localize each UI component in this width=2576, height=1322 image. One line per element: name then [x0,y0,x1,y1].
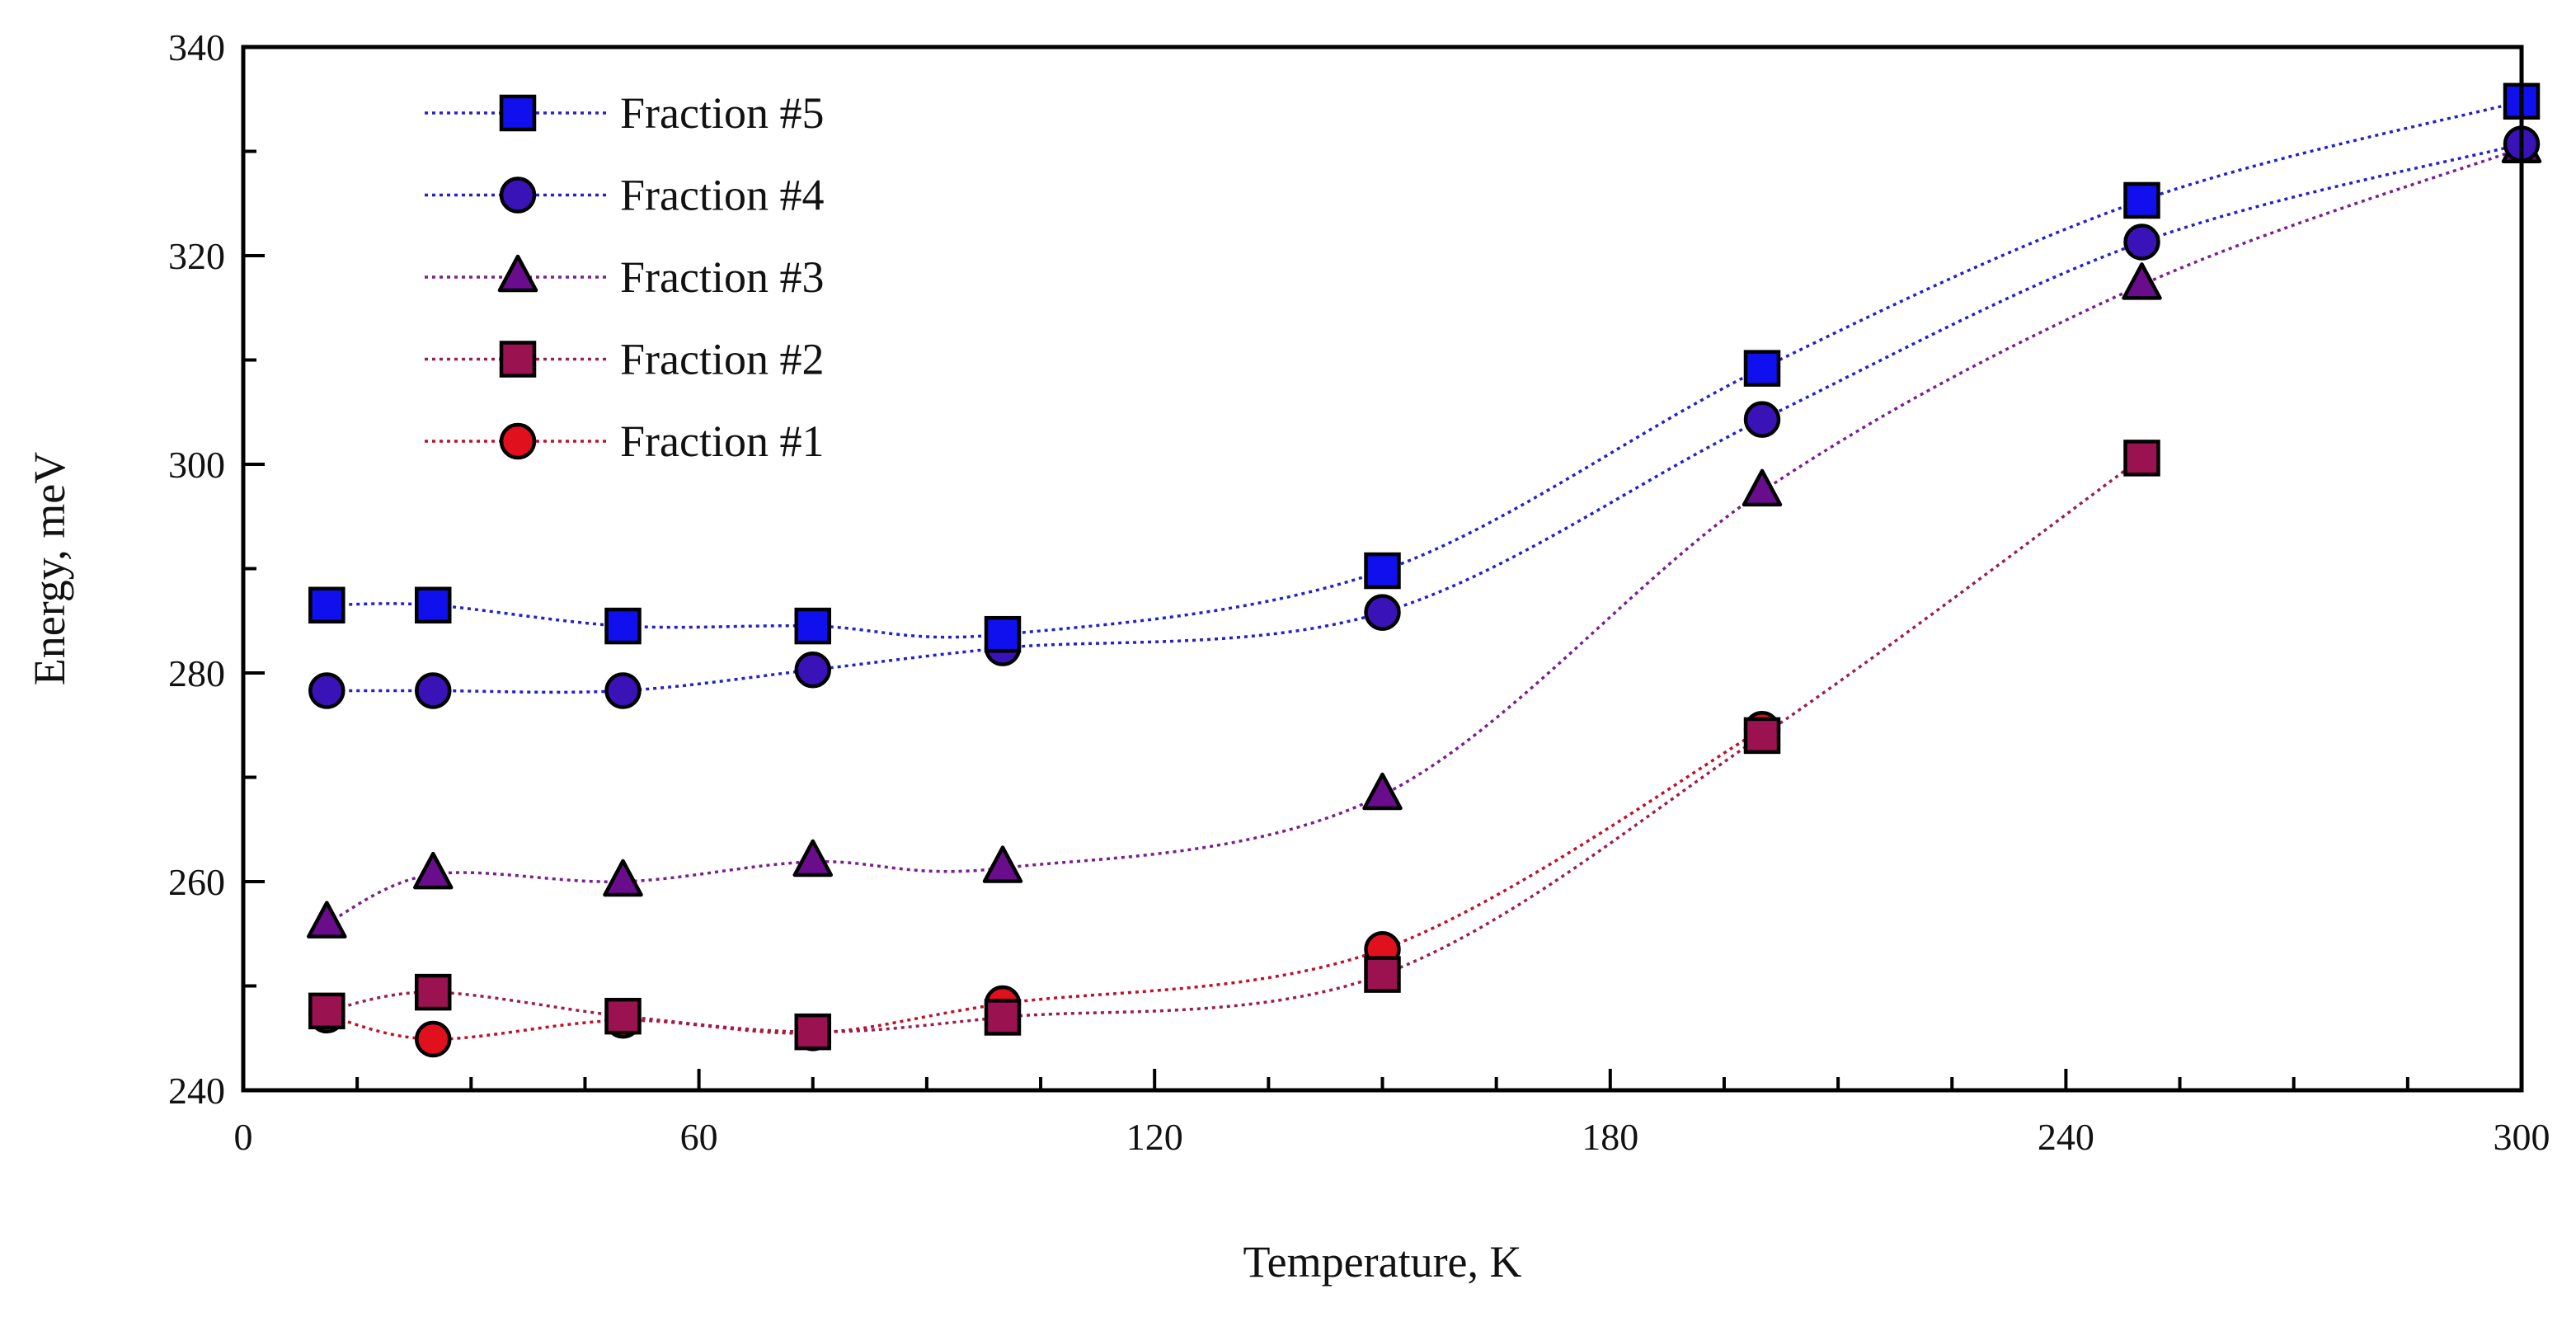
data-point [1364,552,1401,590]
legend-marker [499,94,537,132]
data-point [1743,401,1781,438]
series-line [327,142,2522,694]
series-line [327,456,2143,1033]
legend-label: Fraction #4 [620,171,824,220]
data-point [603,859,643,897]
chart-lines [326,100,2522,1041]
data-point [604,997,642,1035]
data-point [2123,223,2160,261]
data-point [415,586,452,624]
data-point [2123,440,2160,477]
data-point [1364,956,1401,993]
data-point [604,672,642,709]
x-tick-label: 120 [1126,1116,1183,1158]
data-point [1743,350,1781,387]
data-point [413,851,454,890]
tick-labels: 0 60 120 180 240 300 240 260 280 300 320 340 [168,26,2550,1158]
legend-label: Fraction #3 [620,252,824,302]
data-point [415,1020,452,1058]
series-line [326,727,1763,1041]
x-axis-title: Temperature, K [1243,1237,1521,1287]
legend: Fraction #5 Fraction #4 Fraction #3 Fractio… [425,88,824,466]
legend-marker [497,254,538,293]
data-point [1743,717,1781,755]
y-tick-label: 320 [168,235,225,277]
data-point [308,992,346,1030]
y-tick-label: 280 [168,652,225,694]
y-tick-label: 340 [168,26,225,68]
data-point [794,651,831,689]
data-point [1742,468,1783,507]
y-tick-label: 260 [168,861,225,903]
x-tick-label: 180 [1582,1116,1638,1158]
legend-label: Fraction #5 [620,88,824,138]
data-point [415,973,452,1011]
data-point [794,607,831,645]
legend-label: Fraction #2 [620,335,824,384]
data-point [307,901,347,939]
data-point [2123,181,2160,219]
data-point [982,845,1023,883]
series-line [327,100,2522,639]
x-tick-label: 240 [2038,1116,2094,1158]
y-tick-label: 240 [168,1070,225,1112]
legend-marker [499,176,537,214]
x-tick-label: 300 [2494,1116,2550,1158]
data-point [2122,262,2162,300]
legend-marker [499,422,537,460]
data-point [984,999,1022,1036]
x-tick-label: 0 [234,1116,253,1158]
data-point [794,1013,831,1051]
chart-markers [307,82,2542,1058]
data-point [1362,772,1403,811]
data-point [415,672,452,709]
legend-label: Fraction #1 [620,416,824,466]
data-point [308,586,346,624]
series-line [326,147,2522,925]
data-point [792,839,833,877]
data-point [1364,594,1401,631]
legend-marker [499,341,537,378]
data-point [308,672,346,709]
plot-area-frame [241,45,2524,1093]
data-point [604,607,642,645]
y-tick-label: 300 [168,444,225,486]
data-point [984,615,1022,653]
x-tick-label: 60 [680,1116,718,1158]
y-axis-title: Energy, meV [25,452,74,685]
